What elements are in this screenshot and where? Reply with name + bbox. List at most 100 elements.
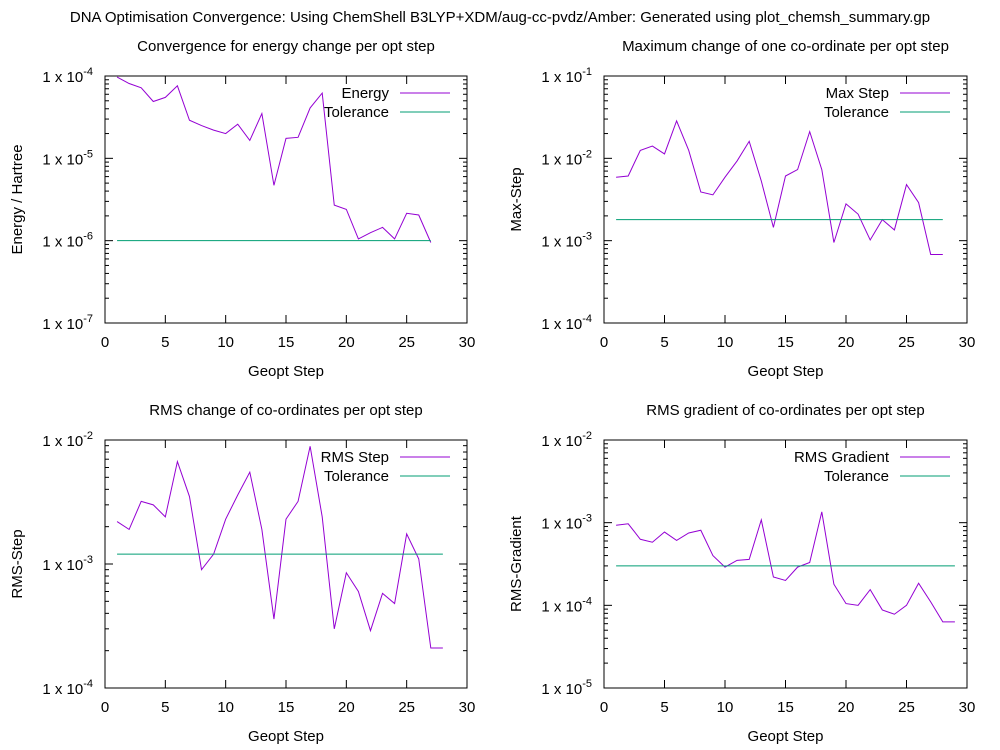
rms-gradient-chart-title: RMS gradient of co-ordinates per opt ste… (646, 402, 924, 419)
energy-y-tick-exponent: -5 (83, 148, 93, 160)
rms-step-y-tick-mantissa: 1 x 10 (42, 433, 83, 450)
rms-step-x-tick-label: 30 (459, 699, 476, 716)
rms-step-y-tick-label: 1 x 10-3 (42, 554, 93, 574)
energy-y-tick-mantissa: 1 x 10 (42, 151, 83, 168)
rms-step-legend-label: Tolerance (324, 468, 389, 485)
max-step-x-tick-label: 20 (838, 334, 855, 351)
energy-y-tick-mantissa: 1 x 10 (42, 316, 83, 333)
max-step-x-tick-label: 30 (959, 334, 976, 351)
max-step-plot-frame (603, 75, 968, 324)
rms-step-y-tick-exponent: -3 (83, 554, 93, 566)
rms-gradient-y-tick-exponent: -3 (582, 513, 592, 525)
energy-x-tick-label: 10 (217, 334, 234, 351)
max-step-y-axis-label: Max-Step (508, 167, 525, 231)
rms-gradient-y-tick-label: 1 x 10-4 (541, 595, 592, 615)
rms-step-x-tick-label: 10 (217, 699, 234, 716)
rms-step-x-tick-label: 5 (161, 699, 169, 716)
energy-y-tick-exponent: -4 (83, 66, 93, 78)
energy-x-tick-label: 0 (101, 334, 109, 351)
max-step-data-series-line (616, 119, 943, 255)
rms-step-chart-title: RMS change of co-ordinates per opt step (149, 402, 423, 419)
rms-step-x-tick-label: 15 (278, 699, 295, 716)
rms-step-chart: RMS change of co-ordinates per opt step 0… (9, 402, 475, 745)
rms-step-x-axis-label: Geopt Step (248, 728, 324, 745)
energy-y-tick-mantissa: 1 x 10 (42, 69, 83, 86)
max-step-y-tick-label: 1 x 10-4 (541, 313, 592, 333)
energy-y-tick-label: 1 x 10-7 (42, 313, 93, 333)
rms-step-y-tick-label: 1 x 10-4 (42, 678, 93, 698)
energy-y-tick-label: 1 x 10-4 (42, 66, 93, 86)
max-step-legend-label: Max Step (826, 85, 889, 102)
rms-step-legend-label: RMS Step (321, 449, 389, 466)
rms-gradient-y-tick-mantissa: 1 x 10 (541, 516, 582, 533)
energy-legend-label: Energy (341, 85, 389, 102)
energy-y-tick-label: 1 x 10-5 (42, 148, 93, 168)
max-step-y-tick-exponent: -3 (582, 231, 592, 243)
rms-gradient-x-axis-label: Geopt Step (748, 728, 824, 745)
max-step-y-tick-exponent: -4 (582, 313, 592, 325)
energy-x-tick-label: 25 (398, 334, 415, 351)
energy-y-tick-exponent: -6 (83, 231, 93, 243)
rms-gradient-x-tick-label: 30 (959, 699, 976, 716)
rms-step-y-tick-mantissa: 1 x 10 (42, 681, 83, 698)
max-step-y-tick-mantissa: 1 x 10 (541, 316, 582, 333)
energy-x-axis-label: Geopt Step (248, 363, 324, 380)
max-step-chart-title: Maximum change of one co-ordinate per op… (622, 38, 949, 55)
energy-x-tick-label: 15 (278, 334, 295, 351)
rms-step-x-tick-label: 20 (338, 699, 355, 716)
energy-chart: Convergence for energy change per opt st… (9, 38, 475, 380)
rms-gradient-chart: RMS gradient of co-ordinates per opt ste… (508, 402, 975, 745)
rms-gradient-y-tick-exponent: -2 (582, 430, 592, 442)
max-step-y-tick-mantissa: 1 x 10 (541, 234, 582, 251)
rms-gradient-y-axis-label: RMS-Gradient (508, 515, 525, 612)
max-step-x-tick-label: 0 (600, 334, 608, 351)
rms-gradient-x-tick-label: 20 (838, 699, 855, 716)
rms-gradient-data-series-line (616, 511, 955, 623)
max-step-y-tick-exponent: -2 (582, 148, 592, 160)
rms-step-x-tick-label: 0 (101, 699, 109, 716)
rms-gradient-y-tick-exponent: -5 (582, 678, 592, 690)
rms-step-y-tick-exponent: -2 (83, 430, 93, 442)
rms-step-plot-frame (104, 439, 468, 689)
rms-step-x-tick-label: 25 (398, 699, 415, 716)
rms-gradient-x-tick-label: 0 (600, 699, 608, 716)
rms-gradient-y-tick-label: 1 x 10-2 (541, 430, 592, 450)
max-step-x-tick-label: 15 (777, 334, 794, 351)
rms-step-y-tick-label: 1 x 10-2 (42, 430, 93, 450)
rms-gradient-y-tick-mantissa: 1 x 10 (541, 598, 582, 615)
rms-gradient-legend-label: RMS Gradient (794, 449, 890, 466)
energy-y-tick-exponent: -7 (83, 313, 93, 325)
rms-step-y-tick-mantissa: 1 x 10 (42, 557, 83, 574)
max-step-y-tick-mantissa: 1 x 10 (541, 69, 582, 86)
max-step-x-axis-label: Geopt Step (748, 363, 824, 380)
rms-gradient-y-tick-label: 1 x 10-5 (541, 678, 592, 698)
energy-x-tick-label: 5 (161, 334, 169, 351)
max-step-x-tick-label: 5 (660, 334, 668, 351)
energy-x-tick-label: 30 (459, 334, 476, 351)
rms-gradient-plot-frame (603, 439, 968, 689)
energy-chart-title: Convergence for energy change per opt st… (137, 38, 435, 55)
rms-step-y-tick-exponent: -4 (83, 678, 93, 690)
max-step-legend-label: Tolerance (824, 104, 889, 121)
max-step-x-tick-label: 25 (898, 334, 915, 351)
energy-y-tick-mantissa: 1 x 10 (42, 234, 83, 251)
energy-data-series-line (116, 76, 432, 243)
rms-gradient-x-tick-label: 10 (717, 699, 734, 716)
rms-gradient-x-tick-label: 25 (898, 699, 915, 716)
max-step-y-tick-label: 1 x 10-2 (541, 148, 592, 168)
rms-gradient-y-tick-mantissa: 1 x 10 (541, 681, 582, 698)
max-step-y-tick-mantissa: 1 x 10 (541, 151, 582, 168)
max-step-x-tick-label: 10 (717, 334, 734, 351)
rms-gradient-y-tick-mantissa: 1 x 10 (541, 433, 582, 450)
max-step-y-tick-label: 1 x 10-3 (541, 231, 592, 251)
rms-gradient-x-tick-label: 15 (777, 699, 794, 716)
rms-gradient-y-tick-exponent: -4 (582, 595, 592, 607)
energy-y-axis-label: Energy / Hartree (9, 144, 26, 254)
rms-gradient-legend-label: Tolerance (824, 468, 889, 485)
figure-title: DNA Optimisation Convergence: Using Chem… (70, 9, 930, 26)
rms-gradient-y-tick-label: 1 x 10-3 (541, 513, 592, 533)
rms-gradient-x-tick-label: 5 (660, 699, 668, 716)
max-step-y-tick-label: 1 x 10-1 (541, 66, 592, 86)
max-step-y-tick-exponent: -1 (582, 66, 592, 78)
energy-plot-frame (104, 75, 468, 324)
